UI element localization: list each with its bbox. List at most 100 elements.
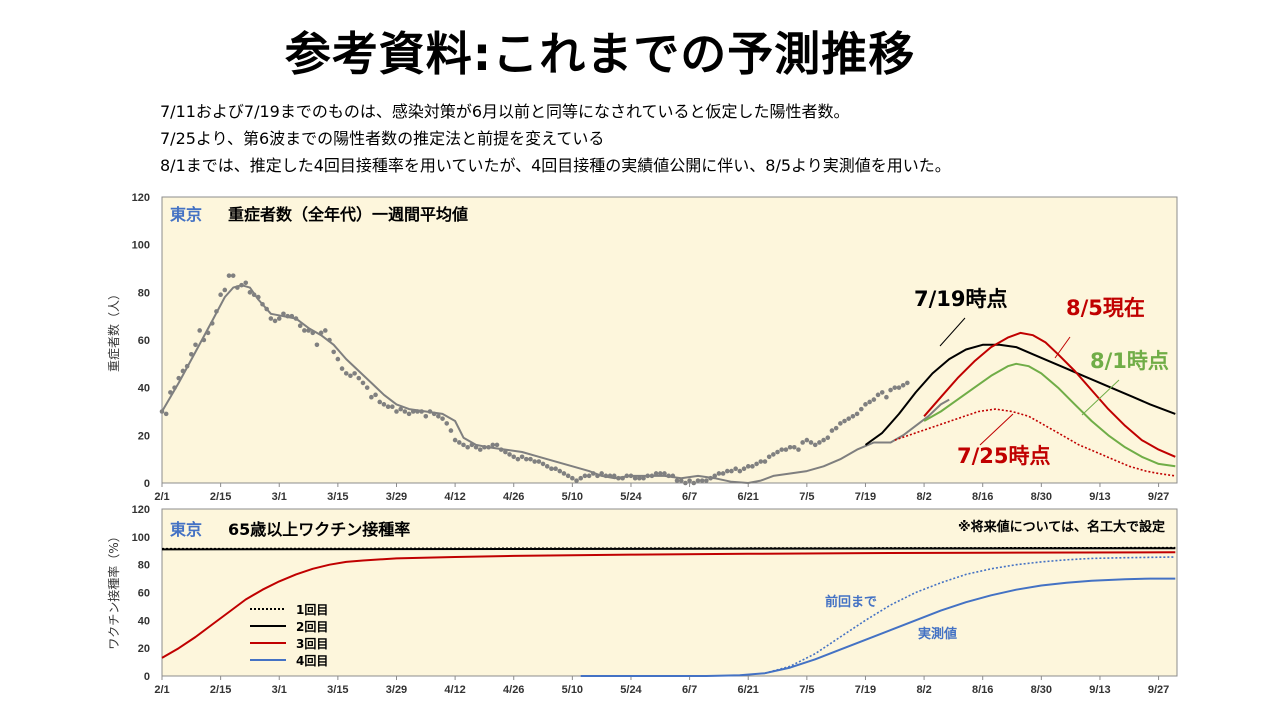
data-point — [829, 428, 835, 433]
data-point — [251, 292, 257, 298]
y-tick-label: 60 — [138, 335, 150, 347]
data-point — [871, 397, 877, 402]
data-point — [624, 473, 630, 479]
x-tick-label: 9/27 — [1148, 491, 1169, 503]
data-point — [381, 402, 387, 407]
data-point — [553, 466, 558, 472]
data-point — [406, 411, 412, 417]
data-point — [523, 456, 529, 462]
data-point — [549, 466, 554, 472]
x-tick-label: 3/29 — [386, 491, 407, 503]
data-point — [201, 337, 207, 343]
data-point — [519, 454, 525, 460]
data-point — [607, 473, 613, 479]
data-point — [452, 437, 458, 443]
data-point — [515, 456, 521, 462]
data-point — [256, 294, 261, 300]
data-point — [461, 442, 466, 448]
plot-area — [161, 196, 1178, 484]
x-tick-label: 8/2 — [916, 684, 931, 696]
data-point — [465, 444, 470, 450]
data-point — [427, 409, 433, 414]
data-point — [327, 337, 332, 343]
data-point — [507, 452, 512, 457]
data-point — [394, 409, 399, 414]
x-tick-label: 2/15 — [210, 491, 231, 503]
data-point — [766, 454, 772, 460]
x-tick-label: 6/7 — [682, 491, 697, 503]
data-point — [775, 449, 780, 455]
x-tick-label: 3/1 — [272, 491, 287, 503]
series-line — [161, 547, 1176, 551]
data-point — [791, 444, 797, 450]
x-tick-label: 5/24 — [620, 491, 642, 503]
x-tick-label: 3/15 — [327, 684, 348, 696]
data-point — [687, 478, 692, 483]
data-point — [704, 478, 709, 483]
x-tick-label: 2/15 — [210, 684, 231, 696]
data-point — [595, 473, 600, 479]
data-point — [741, 466, 747, 472]
data-point — [611, 473, 617, 479]
data-point — [247, 290, 253, 295]
data-point — [582, 473, 588, 479]
chart-note: ※将来値については、名工大で設定 — [958, 519, 1165, 535]
x-tick-label: 4/12 — [444, 491, 465, 503]
annotation-label: 前回まで — [825, 594, 877, 610]
data-point — [653, 471, 659, 476]
data-point — [532, 459, 537, 464]
annotation-leader — [979, 413, 1014, 446]
data-point — [670, 473, 676, 479]
x-tick-label: 3/15 — [327, 491, 348, 503]
data-point — [699, 478, 705, 483]
data-point — [226, 273, 232, 278]
data-point — [666, 473, 671, 479]
data-point — [243, 280, 249, 286]
data-point — [858, 406, 864, 412]
data-point — [276, 316, 282, 321]
x-tick-label: 8/2 — [916, 491, 931, 503]
data-point — [649, 473, 655, 479]
x-tick-label: 3/29 — [386, 684, 407, 696]
data-point — [352, 371, 357, 376]
data-point — [473, 444, 479, 450]
series-line — [923, 331, 1176, 458]
legend-label: 2回目 — [296, 620, 328, 634]
data-point — [632, 475, 638, 481]
data-point — [293, 316, 299, 321]
data-point — [812, 442, 818, 448]
data-point — [260, 301, 265, 307]
data-point — [737, 468, 743, 474]
data-point — [683, 480, 688, 486]
y-tick-label: 0 — [144, 478, 150, 490]
data-point — [184, 363, 190, 369]
x-tick-label: 2/1 — [154, 684, 169, 696]
data-point — [364, 385, 370, 390]
x-tick-label: 7/19 — [855, 491, 876, 503]
data-point — [561, 471, 567, 476]
data-point — [456, 440, 462, 445]
data-point — [779, 447, 785, 452]
note-line-2: 7/25より、第6波までの陽性者数の推定法と前提を変えている — [160, 129, 605, 148]
annotation-label: 7/25時点 — [957, 444, 1051, 468]
data-point — [444, 421, 450, 426]
x-tick-label: 2/1 — [154, 491, 169, 503]
data-point — [884, 394, 889, 400]
data-point — [557, 468, 563, 474]
data-point — [712, 473, 718, 479]
data-point — [498, 447, 504, 452]
data-point — [603, 473, 609, 479]
x-tick-label: 4/12 — [444, 684, 465, 696]
x-tick-label: 4/26 — [503, 491, 524, 503]
data-point — [783, 447, 789, 452]
data-point — [398, 406, 403, 412]
y-tick-label: 80 — [138, 287, 150, 299]
data-point — [477, 447, 483, 452]
data-point — [168, 390, 173, 395]
annotation-leader — [1081, 379, 1120, 416]
x-tick-label: 8/30 — [1031, 684, 1052, 696]
data-point — [808, 440, 814, 445]
data-point — [657, 471, 663, 476]
y-axis-label: ワクチン接種率（%） — [106, 530, 121, 649]
